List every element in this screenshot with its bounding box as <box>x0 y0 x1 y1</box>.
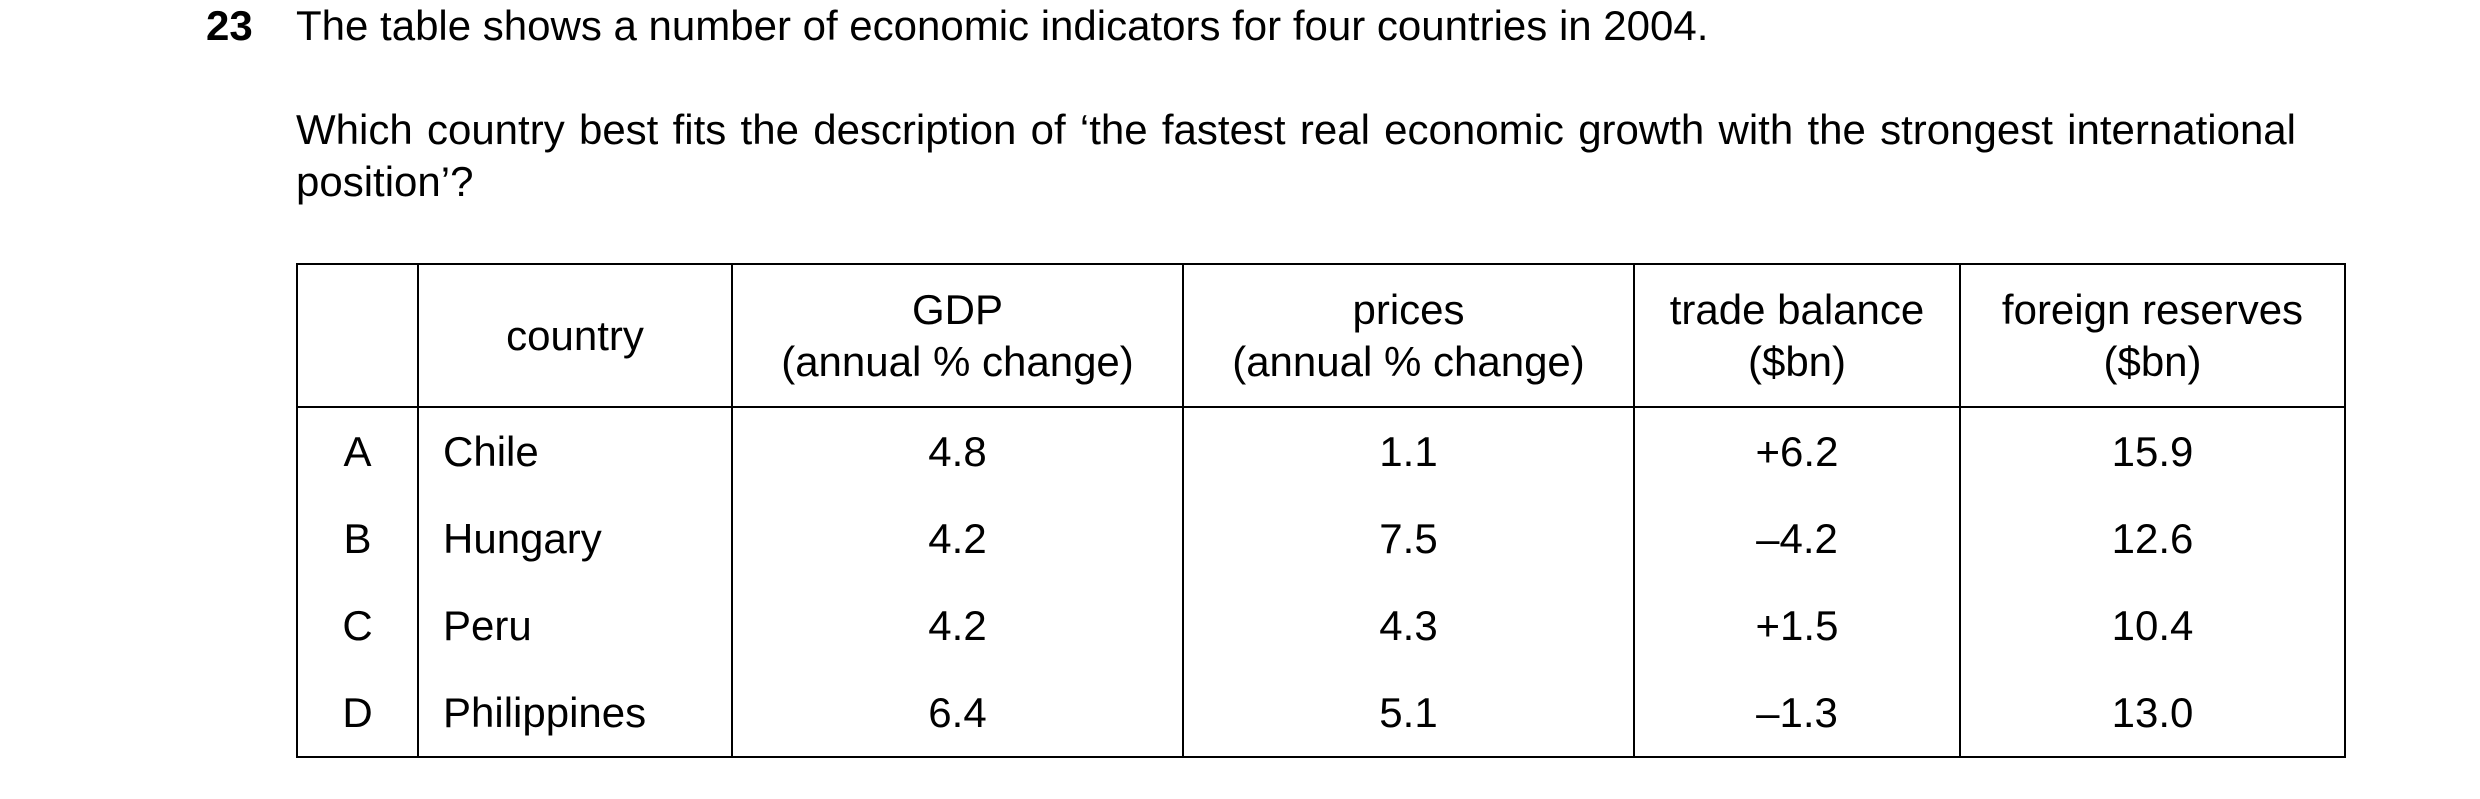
option-letter: D <box>296 669 419 758</box>
trade-balance-value: +6.2 <box>1633 407 1961 495</box>
header-prices: prices (annual % change) <box>1182 263 1635 408</box>
prices-value: 5.1 <box>1182 669 1635 758</box>
economic-indicators-table: country GDP (annual % change) prices (an… <box>296 263 2346 758</box>
prices-value: 1.1 <box>1182 407 1635 495</box>
table-row: C Peru 4.2 4.3 +1.5 10.4 <box>296 582 2346 669</box>
table-row: A Chile 4.8 1.1 +6.2 15.9 <box>296 407 2346 495</box>
question-prompt: Which country best fits the description … <box>296 106 2296 205</box>
gdp-value: 6.4 <box>731 669 1184 758</box>
question-number: 23 <box>206 2 253 49</box>
option-letter: A <box>296 407 419 495</box>
option-letter: B <box>296 495 419 582</box>
option-letter: C <box>296 582 419 669</box>
table-header-row: country GDP (annual % change) prices (an… <box>296 263 2346 408</box>
header-trade-balance: trade balance ($bn) <box>1633 263 1961 408</box>
country-name: Chile <box>417 407 733 495</box>
header-gdp: GDP (annual % change) <box>731 263 1184 408</box>
trade-balance-value: –4.2 <box>1633 495 1961 582</box>
foreign-reserves-value: 10.4 <box>1959 582 2346 669</box>
country-name: Peru <box>417 582 733 669</box>
trade-balance-value: –1.3 <box>1633 669 1961 758</box>
country-name: Hungary <box>417 495 733 582</box>
header-option <box>296 263 419 408</box>
table-row: B Hungary 4.2 7.5 –4.2 12.6 <box>296 495 2346 582</box>
prices-value: 7.5 <box>1182 495 1635 582</box>
foreign-reserves-value: 15.9 <box>1959 407 2346 495</box>
header-country: country <box>417 263 733 408</box>
prices-value: 4.3 <box>1182 582 1635 669</box>
trade-balance-value: +1.5 <box>1633 582 1961 669</box>
foreign-reserves-value: 12.6 <box>1959 495 2346 582</box>
gdp-value: 4.2 <box>731 495 1184 582</box>
header-foreign-reserves: foreign reserves ($bn) <box>1959 263 2346 408</box>
country-name: Philippines <box>417 669 733 758</box>
table-row: D Philippines 6.4 5.1 –1.3 13.0 <box>296 669 2346 758</box>
gdp-value: 4.8 <box>731 407 1184 495</box>
foreign-reserves-value: 13.0 <box>1959 669 2346 758</box>
gdp-value: 4.2 <box>731 582 1184 669</box>
question-intro: The table shows a number of economic ind… <box>296 2 1709 49</box>
